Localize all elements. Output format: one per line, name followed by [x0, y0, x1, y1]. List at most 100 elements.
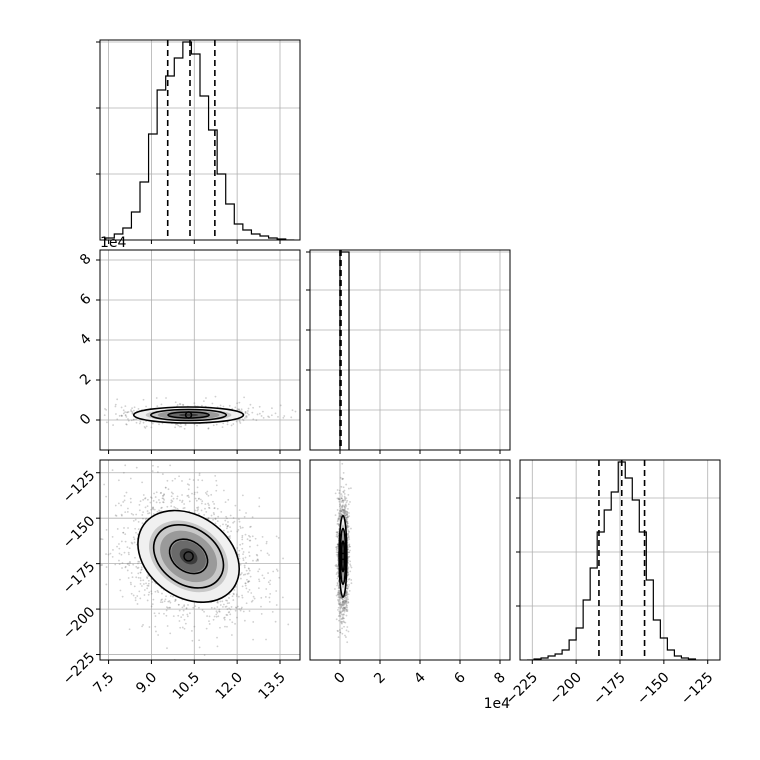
scatter-point	[347, 573, 350, 576]
scatter-point	[196, 486, 199, 489]
scatter-point	[256, 558, 259, 561]
scatter-point	[146, 599, 149, 602]
scatter-point	[111, 469, 114, 472]
scatter-point	[213, 507, 216, 510]
scatter-point	[258, 580, 261, 583]
scatter-point	[248, 568, 250, 570]
scatter-point	[337, 585, 340, 587]
scatter-point	[342, 490, 345, 493]
scatter-point	[204, 503, 207, 506]
scatter-point	[345, 520, 348, 522]
scatter-point	[228, 404, 231, 407]
scatter-point	[145, 405, 147, 408]
scatter-point	[152, 508, 155, 511]
scatter-point	[161, 495, 164, 497]
scatter-point	[258, 568, 261, 571]
scatter-point	[116, 528, 119, 530]
scatter-point	[187, 494, 190, 497]
scatter-point	[235, 595, 238, 597]
scatter-point	[337, 522, 340, 525]
scatter-point	[336, 593, 339, 596]
scatter-point	[234, 504, 237, 507]
scatter-point	[271, 407, 273, 410]
scatter-point	[345, 608, 348, 611]
scatter-point	[347, 585, 350, 588]
scatter-point	[120, 540, 123, 543]
scatter-point	[203, 654, 206, 656]
scatter-point	[156, 471, 159, 474]
scatter-point	[224, 605, 227, 608]
scatter-point	[345, 614, 348, 617]
scatter-point	[266, 552, 269, 555]
scatter-point	[111, 535, 114, 538]
scatter-point	[156, 405, 159, 408]
scatter-point	[342, 607, 345, 610]
scatter-point	[194, 605, 197, 608]
y-tick-label: −125	[60, 468, 99, 507]
scatter-point	[118, 552, 121, 555]
scatter-point	[193, 402, 196, 405]
scatter-point	[341, 600, 344, 603]
scatter-point	[135, 576, 138, 579]
scatter-point	[246, 578, 248, 581]
scatter-point	[339, 515, 342, 518]
scatter-point	[144, 497, 146, 500]
scatter-point	[244, 412, 247, 415]
scatter-point	[337, 517, 340, 520]
scatter-point	[342, 603, 345, 606]
scatter-point	[131, 410, 134, 413]
scatter-point	[236, 402, 239, 405]
scatter-point	[219, 525, 222, 527]
scatter-point	[119, 589, 122, 592]
scatter-point	[120, 504, 123, 507]
scatter-point	[339, 515, 342, 518]
scatter-point	[336, 497, 339, 500]
plot-area-p20	[100, 460, 300, 660]
scatter-point	[117, 502, 120, 505]
scatter-point	[144, 497, 147, 499]
scatter-point	[346, 524, 349, 527]
scatter-point	[338, 513, 341, 516]
scatter-point	[346, 499, 349, 502]
scatter-point	[337, 498, 340, 500]
scatter-point	[227, 524, 229, 527]
scatter-point	[215, 423, 218, 426]
scatter-point	[246, 412, 249, 415]
scatter-point	[158, 509, 160, 512]
scatter-point	[134, 556, 136, 559]
scatter-point	[343, 601, 346, 604]
scatter-point	[337, 601, 340, 603]
scatter-point	[229, 618, 231, 621]
y-tick-label: −150	[60, 513, 99, 552]
scatter-point	[337, 518, 340, 521]
scatter-point	[243, 396, 246, 399]
scatter-point	[174, 598, 177, 601]
scatter-point	[186, 615, 189, 618]
scatter-point	[126, 563, 129, 565]
scatter-point	[338, 492, 341, 494]
scatter-point	[341, 500, 344, 502]
scatter-point	[124, 464, 127, 467]
scatter-point	[340, 621, 343, 624]
scatter-point	[222, 605, 224, 608]
scatter-point	[347, 532, 350, 535]
scatter-point	[348, 555, 351, 558]
scatter-point	[136, 603, 139, 605]
scatter-point	[225, 515, 227, 518]
scatter-point	[138, 509, 141, 512]
scatter-point	[341, 610, 344, 612]
scatter-point	[340, 510, 343, 512]
scatter-point	[340, 510, 343, 513]
scatter-point	[124, 414, 127, 417]
scatter-point	[123, 527, 125, 529]
scatter-point	[341, 608, 344, 611]
scatter-point	[183, 605, 185, 608]
scatter-point	[179, 626, 182, 629]
scatter-point	[342, 613, 345, 616]
scatter-point	[342, 617, 345, 620]
scatter-point	[214, 522, 217, 525]
scatter-point	[261, 410, 264, 413]
scatter-point	[336, 559, 339, 561]
scatter-point	[142, 511, 145, 514]
y-tick-label: 6	[77, 291, 95, 309]
